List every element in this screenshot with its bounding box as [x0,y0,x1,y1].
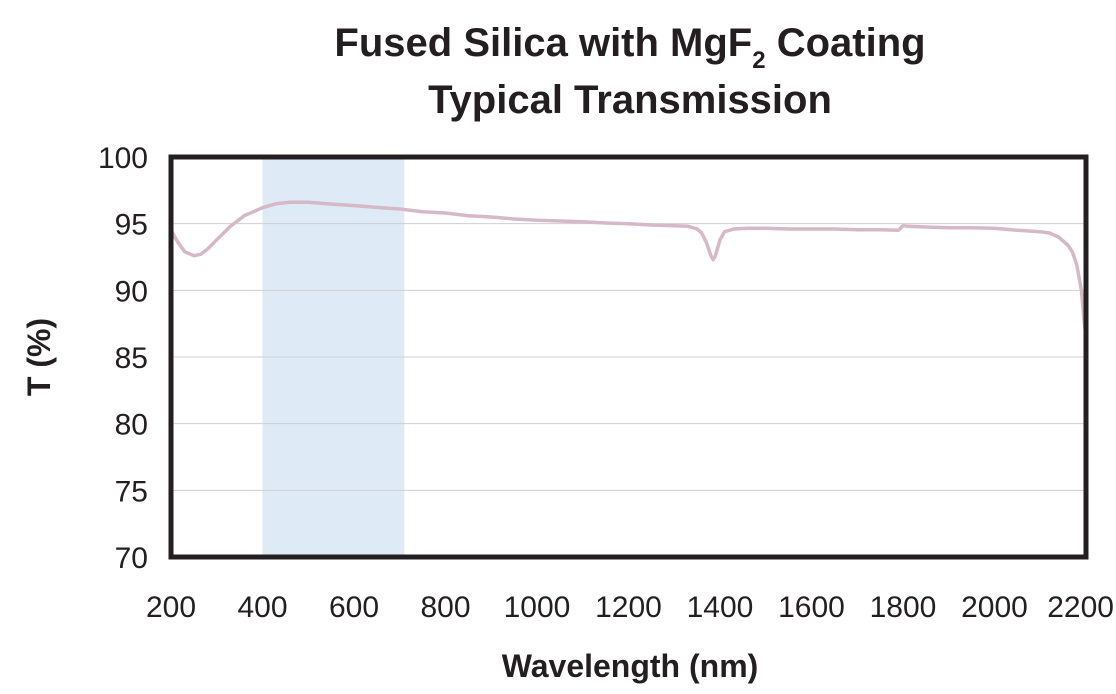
x-tick-label: 1200 [595,591,662,624]
x-tick-label: 2200 [1047,591,1114,624]
x-tick-label: 200 [146,591,196,624]
x-tick-label: 1000 [504,591,571,624]
title-line1-main: Fused Silica with MgF [334,21,752,65]
chart-title-line1: Fused Silica with MgF2 Coating [334,21,925,74]
series-line-0 [169,200,1088,339]
series-layer [169,200,1088,339]
chart-title: Fused Silica with MgF2 Coating Typical T… [334,21,925,122]
plot-frame [168,154,1089,560]
x-tick-label: 1600 [778,591,845,624]
y-tick-label: 70 [115,542,148,575]
x-axis-label: Wavelength (nm) [502,648,759,684]
y-tick-labels: 70 75 80 85 90 95 100 [98,142,148,575]
y-tick-label: 80 [115,409,148,442]
title-subscript: 2 [752,47,765,74]
y-tick-label: 85 [115,342,148,375]
y-tick-label: 100 [98,142,148,175]
y-tick-label: 75 [115,475,148,508]
y-axis-label: T (%) [21,318,57,396]
x-tick-label: 400 [237,591,287,624]
y-tick-label: 95 [115,209,148,242]
title-line1-end: Coating [766,21,926,65]
x-tick-label: 800 [420,591,470,624]
y-gridlines [171,223,1086,491]
x-tick-label: 2000 [961,591,1028,624]
x-tick-label: 1800 [870,591,937,624]
x-tick-label: 600 [329,591,379,624]
x-tick-label: 1400 [687,591,754,624]
y-tick-label: 90 [115,275,148,308]
x-tick-labels: 200 400 600 800 1000 1200 1400 1600 1800 2000 2200 [146,591,1114,624]
chart-title-line2: Typical Transmission [428,78,832,122]
